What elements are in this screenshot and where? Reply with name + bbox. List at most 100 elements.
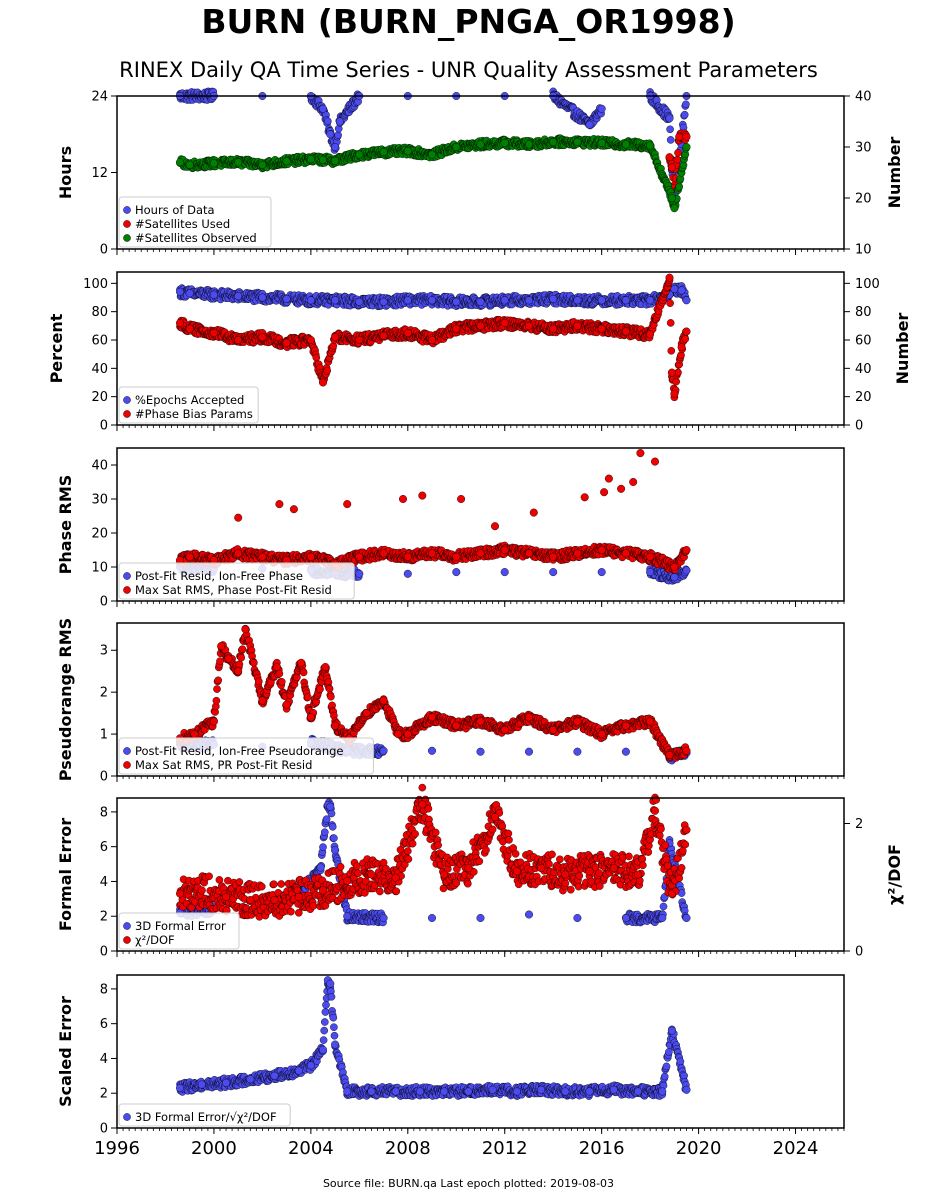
y-axis-label: Phase RMS bbox=[56, 475, 75, 575]
y-tick-label: 1 bbox=[100, 728, 108, 743]
point bbox=[667, 346, 676, 355]
point bbox=[680, 110, 689, 119]
point bbox=[500, 568, 509, 577]
point bbox=[175, 158, 184, 167]
point bbox=[326, 130, 335, 139]
point bbox=[306, 296, 315, 305]
legend: %Epochs Accepted#Phase Bias Params bbox=[118, 386, 259, 424]
legend-marker bbox=[123, 586, 131, 594]
point bbox=[597, 138, 606, 147]
point bbox=[600, 488, 609, 497]
point bbox=[216, 657, 224, 666]
series-outliers bbox=[234, 449, 660, 531]
point bbox=[428, 150, 437, 159]
point bbox=[403, 147, 412, 156]
point bbox=[476, 321, 485, 330]
point bbox=[682, 142, 691, 151]
point bbox=[209, 159, 218, 168]
legend: Hours of Data#Satellites Used#Satellites… bbox=[118, 196, 272, 248]
y-tick-label: 0 bbox=[100, 770, 108, 785]
y-tick-label: 60 bbox=[91, 334, 108, 349]
point bbox=[323, 366, 332, 375]
point bbox=[379, 549, 388, 558]
y2-tick-label: 10 bbox=[855, 243, 872, 258]
point bbox=[452, 568, 461, 577]
point bbox=[335, 117, 344, 126]
point bbox=[549, 137, 558, 146]
point bbox=[621, 327, 630, 336]
y2-tick-label: 20 bbox=[855, 390, 872, 405]
point bbox=[673, 155, 682, 164]
point bbox=[275, 500, 284, 509]
point bbox=[646, 296, 655, 305]
point bbox=[597, 546, 606, 555]
point bbox=[549, 324, 558, 333]
point bbox=[629, 478, 638, 487]
point bbox=[306, 155, 315, 164]
y-tick-label: 20 bbox=[91, 390, 108, 405]
point bbox=[258, 293, 267, 302]
point bbox=[379, 746, 388, 755]
figure-subtitle: RINEX Daily QA Time Series - UNR Quality… bbox=[119, 58, 818, 82]
point bbox=[670, 204, 679, 213]
series-3 bbox=[175, 134, 691, 213]
legend-label: Hours of Data bbox=[135, 203, 215, 217]
point bbox=[525, 296, 534, 305]
point bbox=[621, 747, 630, 756]
point bbox=[234, 292, 243, 301]
y2-tick-label: 100 bbox=[855, 277, 880, 292]
y-tick-label: 12 bbox=[91, 166, 108, 181]
point bbox=[675, 132, 684, 141]
point bbox=[379, 148, 388, 157]
point bbox=[428, 296, 437, 305]
legend-marker bbox=[123, 206, 131, 214]
point bbox=[646, 330, 655, 339]
point bbox=[355, 150, 364, 159]
point bbox=[573, 747, 582, 756]
point bbox=[185, 289, 194, 298]
legend-marker bbox=[123, 572, 131, 580]
y-tick-label: 30 bbox=[91, 493, 108, 508]
point bbox=[254, 677, 263, 686]
point bbox=[674, 148, 682, 157]
point bbox=[452, 297, 461, 306]
point bbox=[667, 163, 676, 172]
point bbox=[597, 296, 606, 305]
point bbox=[209, 328, 218, 337]
legend-marker bbox=[123, 396, 131, 404]
point bbox=[670, 573, 679, 582]
legend-label: #Phase Bias Params bbox=[135, 407, 253, 421]
y-tick-label: 40 bbox=[91, 459, 108, 474]
point bbox=[597, 324, 606, 333]
point bbox=[403, 296, 412, 305]
point bbox=[491, 522, 500, 531]
point bbox=[209, 290, 218, 299]
point bbox=[234, 336, 243, 345]
point bbox=[573, 296, 582, 305]
y2-axis-label: Number bbox=[893, 313, 912, 385]
point bbox=[428, 336, 437, 345]
point bbox=[665, 273, 674, 282]
point bbox=[677, 286, 686, 295]
point bbox=[667, 193, 676, 202]
point bbox=[665, 153, 674, 162]
point bbox=[403, 552, 412, 561]
point bbox=[665, 114, 674, 123]
point bbox=[666, 299, 674, 308]
point bbox=[334, 131, 342, 139]
point bbox=[666, 319, 675, 327]
point bbox=[282, 157, 291, 166]
y-tick-label: 40 bbox=[91, 362, 108, 377]
point bbox=[185, 552, 194, 561]
panel-3: 0 10 20 30 40 Phase RMS Post-Fit Resid, Ion-Fr… bbox=[56, 447, 845, 610]
point bbox=[646, 552, 655, 561]
point bbox=[275, 669, 284, 678]
point bbox=[682, 100, 690, 109]
point bbox=[525, 549, 534, 558]
point bbox=[185, 324, 194, 333]
point bbox=[682, 327, 691, 336]
point bbox=[355, 569, 364, 578]
point bbox=[666, 136, 675, 144]
point bbox=[476, 140, 485, 149]
legend-marker bbox=[123, 220, 131, 228]
